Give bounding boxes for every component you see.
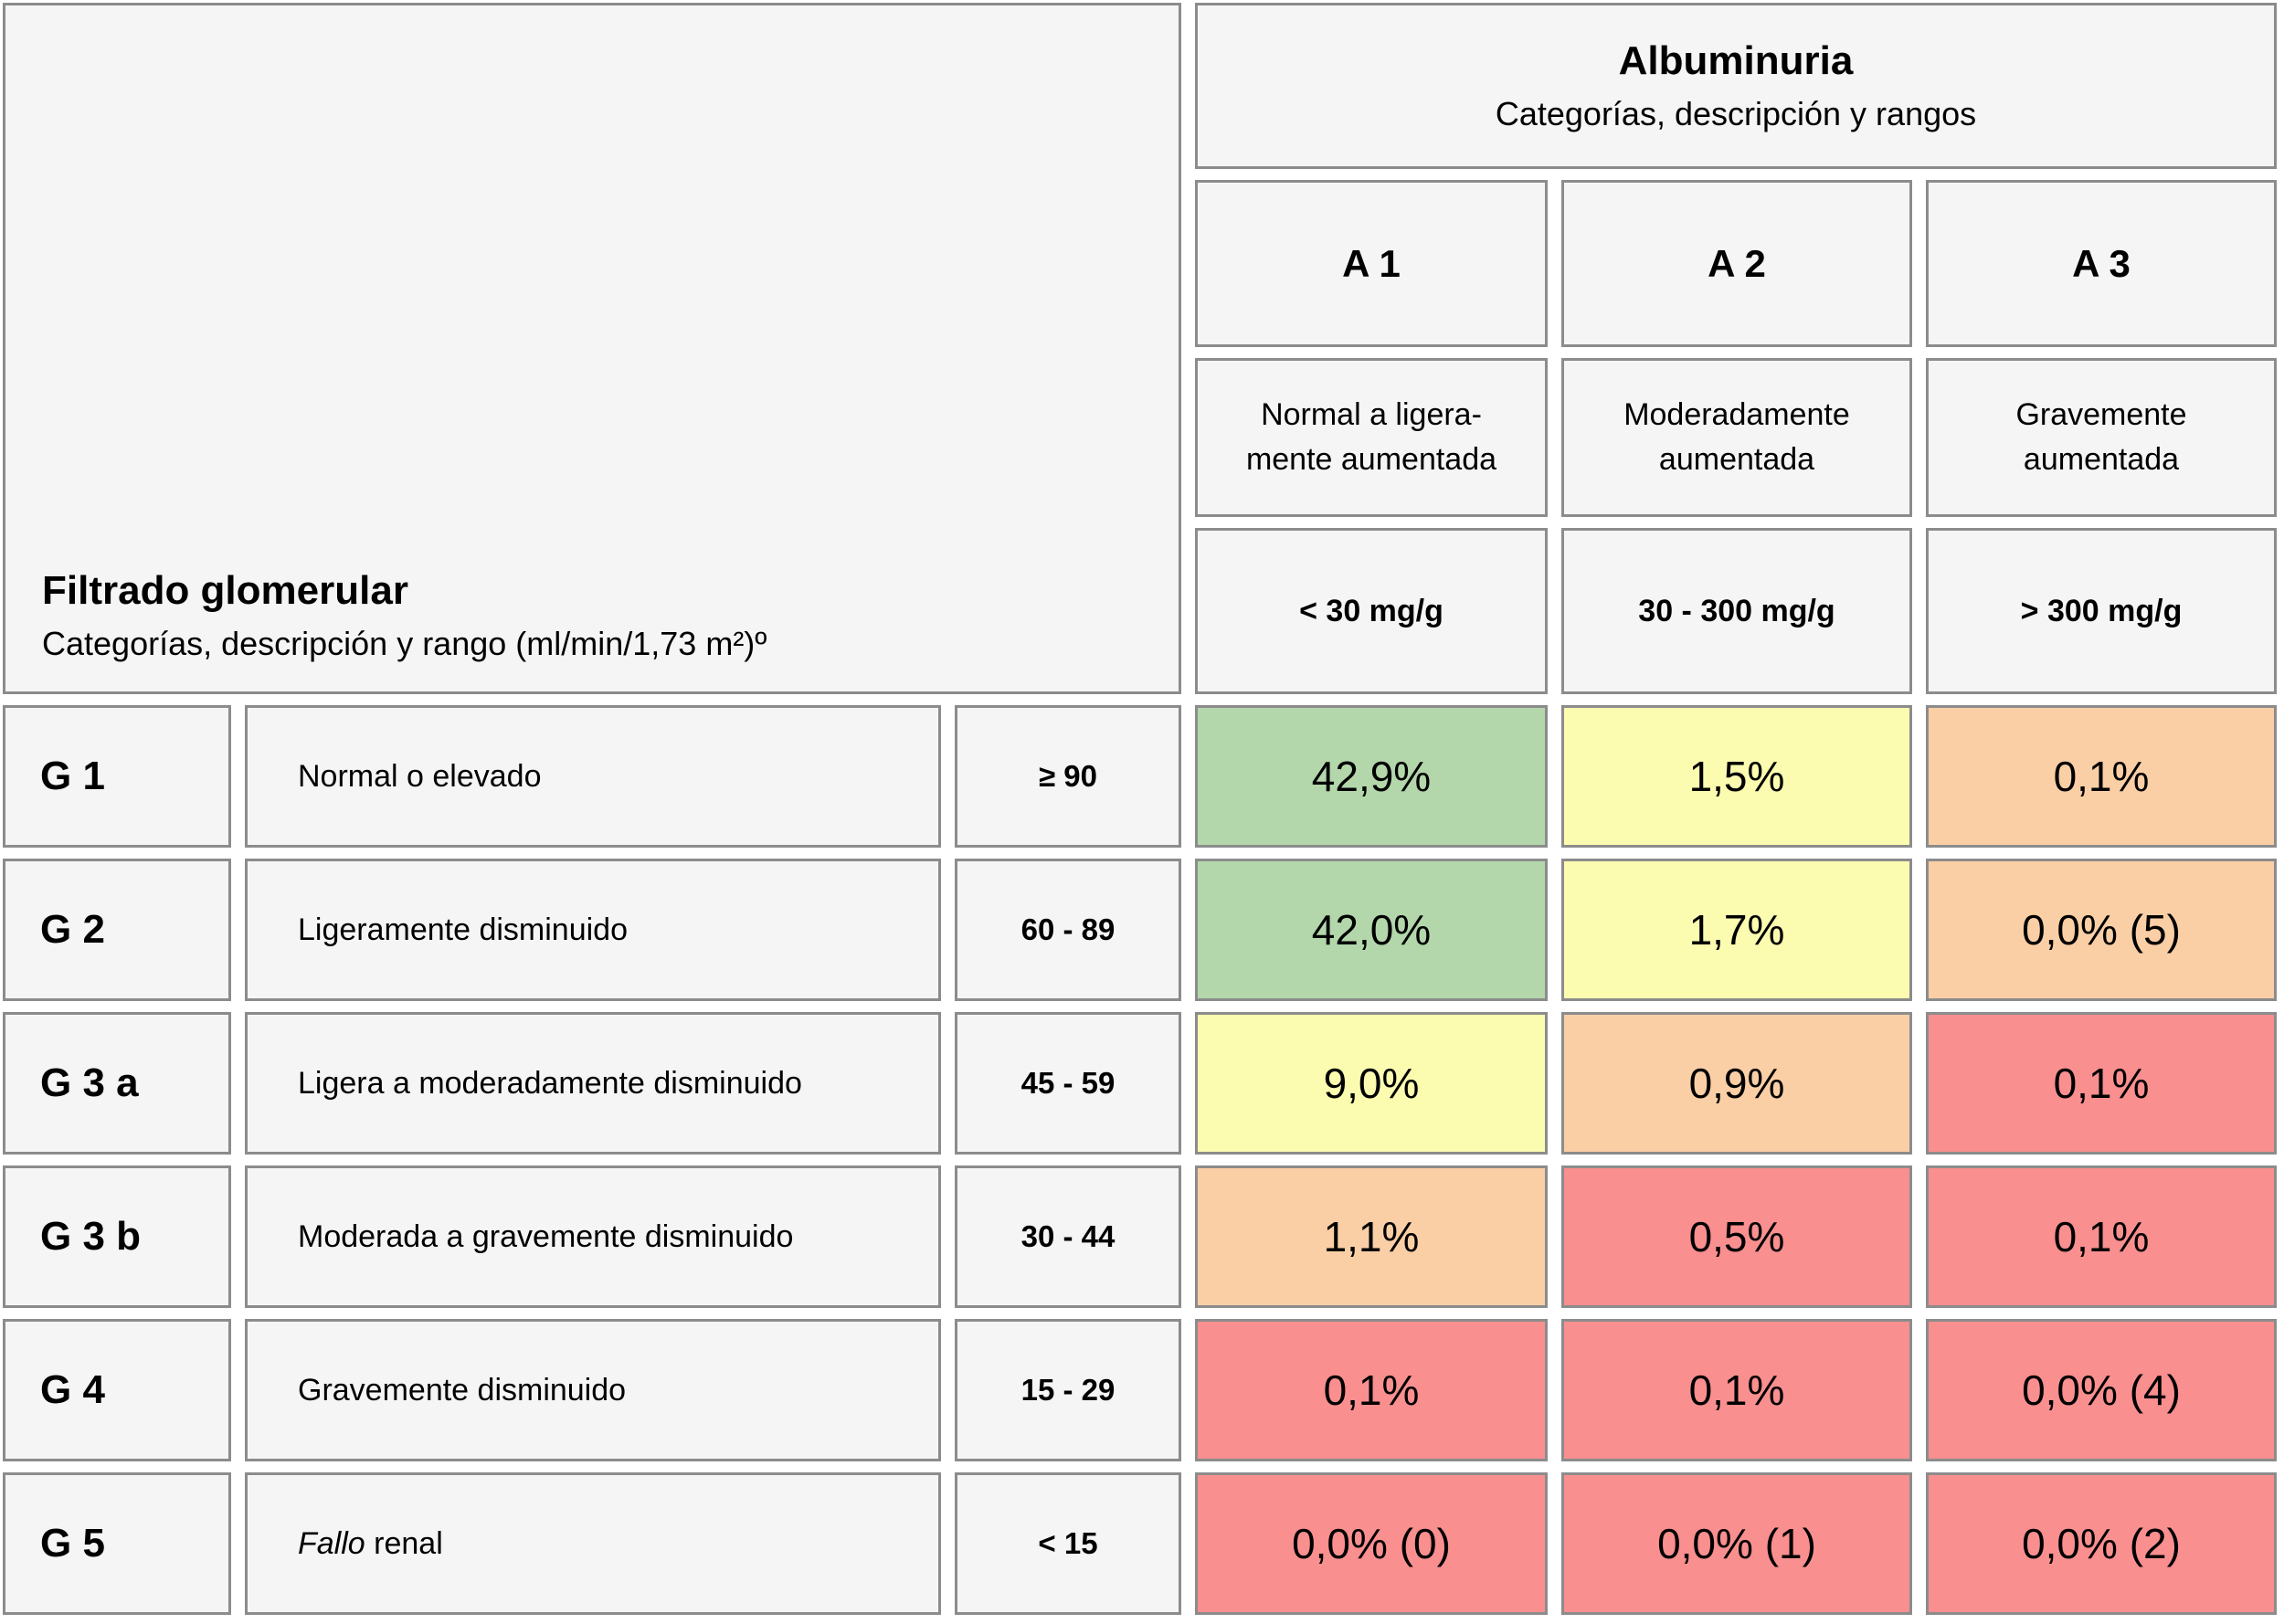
column-description-text-a2: Moderadamente aumentada [1623,396,1850,477]
row-range-text-g3a: 45 - 59 [1020,1066,1116,1100]
row-header-g3a: G 3 a [3,1012,231,1155]
row-range-g3a: 45 - 59 [955,1012,1181,1155]
risk-cell-g4-a2: 0,1% [1561,1319,1912,1461]
column-code-a3: A 3 [2072,241,2131,285]
row-description-rest-g3b: Moderada a gravemente disminuido [298,1218,794,1254]
row-description-em-g5: Fallo [298,1525,365,1561]
gfr-axis-title: Filtrado glomerular [42,568,408,614]
column-description-text-a3: Gravemente aumentada [2015,396,2187,477]
gfr-axis-header: Filtrado glomerular Categorías, descripc… [3,3,1181,694]
row-header-g2: G 2 [3,859,231,1001]
row-range-text-g4: 15 - 29 [1020,1373,1116,1407]
risk-cell-g2-a2: 1,7% [1561,859,1912,1001]
row-range-g4: 15 - 29 [955,1319,1181,1461]
row-code-g3a: G 3 a [40,1060,139,1105]
column-code-a1: A 1 [1342,241,1401,285]
column-description-a1: Normal a ligera- mente aumentada [1195,358,1548,517]
risk-cell-g5-a2: 0,0% (1) [1561,1472,1912,1615]
risk-cell-g3b-a3: 0,1% [1926,1165,2277,1308]
row-description-g3b: Moderada a gravemente disminuido [245,1165,941,1308]
risk-cell-g3b-a1: 1,1% [1195,1165,1548,1308]
row-description-text-g5: Fallo renal [298,1526,443,1562]
row-description-g4: Gravemente disminuido [245,1319,941,1461]
column-description-a2: Moderadamente aumentada [1561,358,1912,517]
column-code-a2: A 2 [1708,241,1766,285]
risk-cell-g3a-a1: 9,0% [1195,1012,1548,1155]
risk-cell-g3a-a2: 0,9% [1561,1012,1912,1155]
row-code-g3b: G 3 b [40,1214,142,1259]
risk-cell-g3a-a3: 0,1% [1926,1012,2277,1155]
albuminuria-axis-header: Albuminuria Categorías, descripción y ra… [1195,3,2277,169]
risk-cell-g1-a2: 1,5% [1561,705,1912,848]
risk-cell-g2-a1: 42,0% [1195,859,1548,1001]
row-description-rest-g1: Normal o elevado [298,758,542,794]
row-range-text-g3b: 30 - 44 [1020,1219,1116,1253]
row-range-text-g2: 60 - 89 [1020,912,1116,946]
row-range-g3b: 30 - 44 [955,1165,1181,1308]
row-header-g1: G 1 [3,705,231,848]
column-description-a3: Gravemente aumentada [1926,358,2277,517]
row-description-text-g2: Ligeramente disminuido [298,912,628,948]
row-code-g1: G 1 [40,754,105,798]
risk-cell-g5-a1: 0,0% (0) [1195,1472,1548,1615]
column-range-a1: < 30 mg/g [1195,528,1548,694]
row-description-rest-g5: renal [365,1525,443,1561]
row-range-g2: 60 - 89 [955,859,1181,1001]
row-code-g4: G 4 [40,1367,105,1412]
albuminuria-axis-subtitle: Categorías, descripción y rangos [1495,94,1977,132]
row-code-g5: G 5 [40,1521,105,1566]
risk-cell-g4-a3: 0,0% (4) [1926,1319,2277,1461]
risk-cell-g3b-a2: 0,5% [1561,1165,1912,1308]
row-description-rest-g3a: Ligera a moderadamente disminuido [298,1065,802,1101]
column-header-a1: A 1 [1195,180,1548,347]
row-range-g5: < 15 [955,1472,1181,1615]
row-description-text-g4: Gravemente disminuido [298,1373,626,1408]
row-description-text-g3a: Ligera a moderadamente disminuido [298,1066,802,1102]
albuminuria-axis-title: Albuminuria [1618,38,1854,84]
column-range-text-a2: 30 - 300 mg/g [1638,593,1835,628]
column-range-text-a1: < 30 mg/g [1299,593,1443,628]
column-header-a3: A 3 [1926,180,2277,347]
row-description-g3a: Ligera a moderadamente disminuido [245,1012,941,1155]
row-range-text-g5: < 15 [1038,1526,1098,1560]
row-description-g1: Normal o elevado [245,705,941,848]
risk-cell-g4-a1: 0,1% [1195,1319,1548,1461]
row-description-g2: Ligeramente disminuido [245,859,941,1001]
row-header-g4: G 4 [3,1319,231,1461]
column-description-text-a1: Normal a ligera- mente aumentada [1245,396,1497,477]
row-description-rest-g2: Ligeramente disminuido [298,912,628,947]
risk-cell-g5-a3: 0,0% (2) [1926,1472,2277,1615]
row-range-g1: ≥ 90 [955,705,1181,848]
gfr-axis-subtitle: Categorías, descripción y rango (ml/min/… [42,625,767,662]
column-range-a2: 30 - 300 mg/g [1561,528,1912,694]
column-range-text-a3: > 300 mg/g [2020,593,2183,628]
row-header-g3b: G 3 b [3,1165,231,1308]
column-range-a3: > 300 mg/g [1926,528,2277,694]
row-code-g2: G 2 [40,907,105,952]
risk-cell-g1-a3: 0,1% [1926,705,2277,848]
column-header-a2: A 2 [1561,180,1912,347]
risk-cell-g2-a3: 0,0% (5) [1926,859,2277,1001]
row-description-rest-g4: Gravemente disminuido [298,1372,627,1408]
row-range-text-g1: ≥ 90 [1039,759,1097,793]
risk-cell-g1-a1: 42,9% [1195,705,1548,848]
row-header-g5: G 5 [3,1472,231,1615]
row-description-text-g1: Normal o elevado [298,759,541,795]
row-description-g5: Fallo renal [245,1472,941,1615]
row-description-text-g3b: Moderada a gravemente disminuido [298,1219,793,1255]
